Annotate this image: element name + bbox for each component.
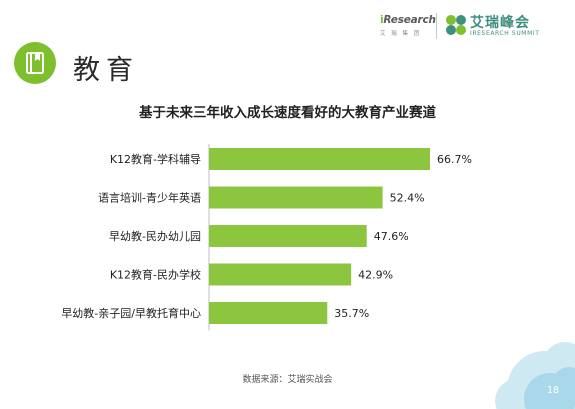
category-label: 语言培训-青少年英语 [98, 191, 201, 205]
bar [209, 263, 352, 286]
value-label: 47.6% [374, 230, 409, 243]
category-label: 早幼教-民办幼儿园 [109, 230, 201, 243]
category-label: 早幼教-亲子园/早教托育中心 [61, 306, 201, 320]
value-label: 66.7% [437, 153, 472, 166]
bar [209, 302, 328, 324]
category-label: K12教育-民办学校 [110, 268, 201, 282]
value-label: 52.4% [390, 192, 425, 205]
chart-title: 基于未来三年收入成长速度看好的大教育产业赛道 [139, 105, 436, 121]
category-label: K12教育-学科辅导 [110, 152, 201, 166]
iresearch-summit-mark-icon [446, 15, 466, 35]
section-title: 教育 [73, 55, 139, 86]
cloud-decoration-icon [495, 342, 575, 409]
data-source: 数据来源：艾瑞实战会 [242, 375, 333, 385]
value-label: 35.7% [334, 307, 369, 320]
page-number: 18 [547, 385, 560, 396]
logo-divider [436, 13, 437, 39]
summit-title-cn: 艾瑞峰会 [470, 15, 530, 31]
summit-title-en: IRESEARCH SUMMIT [470, 30, 540, 37]
bar [209, 225, 367, 247]
book-icon [14, 42, 56, 84]
value-label: 42.9% [358, 269, 393, 282]
iresearch-logo: iResearch 艾 瑞 集 团 [380, 14, 442, 40]
bar [209, 186, 383, 209]
iresearch-brand: iResearch [380, 14, 436, 26]
iresearch-brand-sub: 艾 瑞 集 团 [380, 31, 422, 37]
bar [209, 148, 430, 170]
